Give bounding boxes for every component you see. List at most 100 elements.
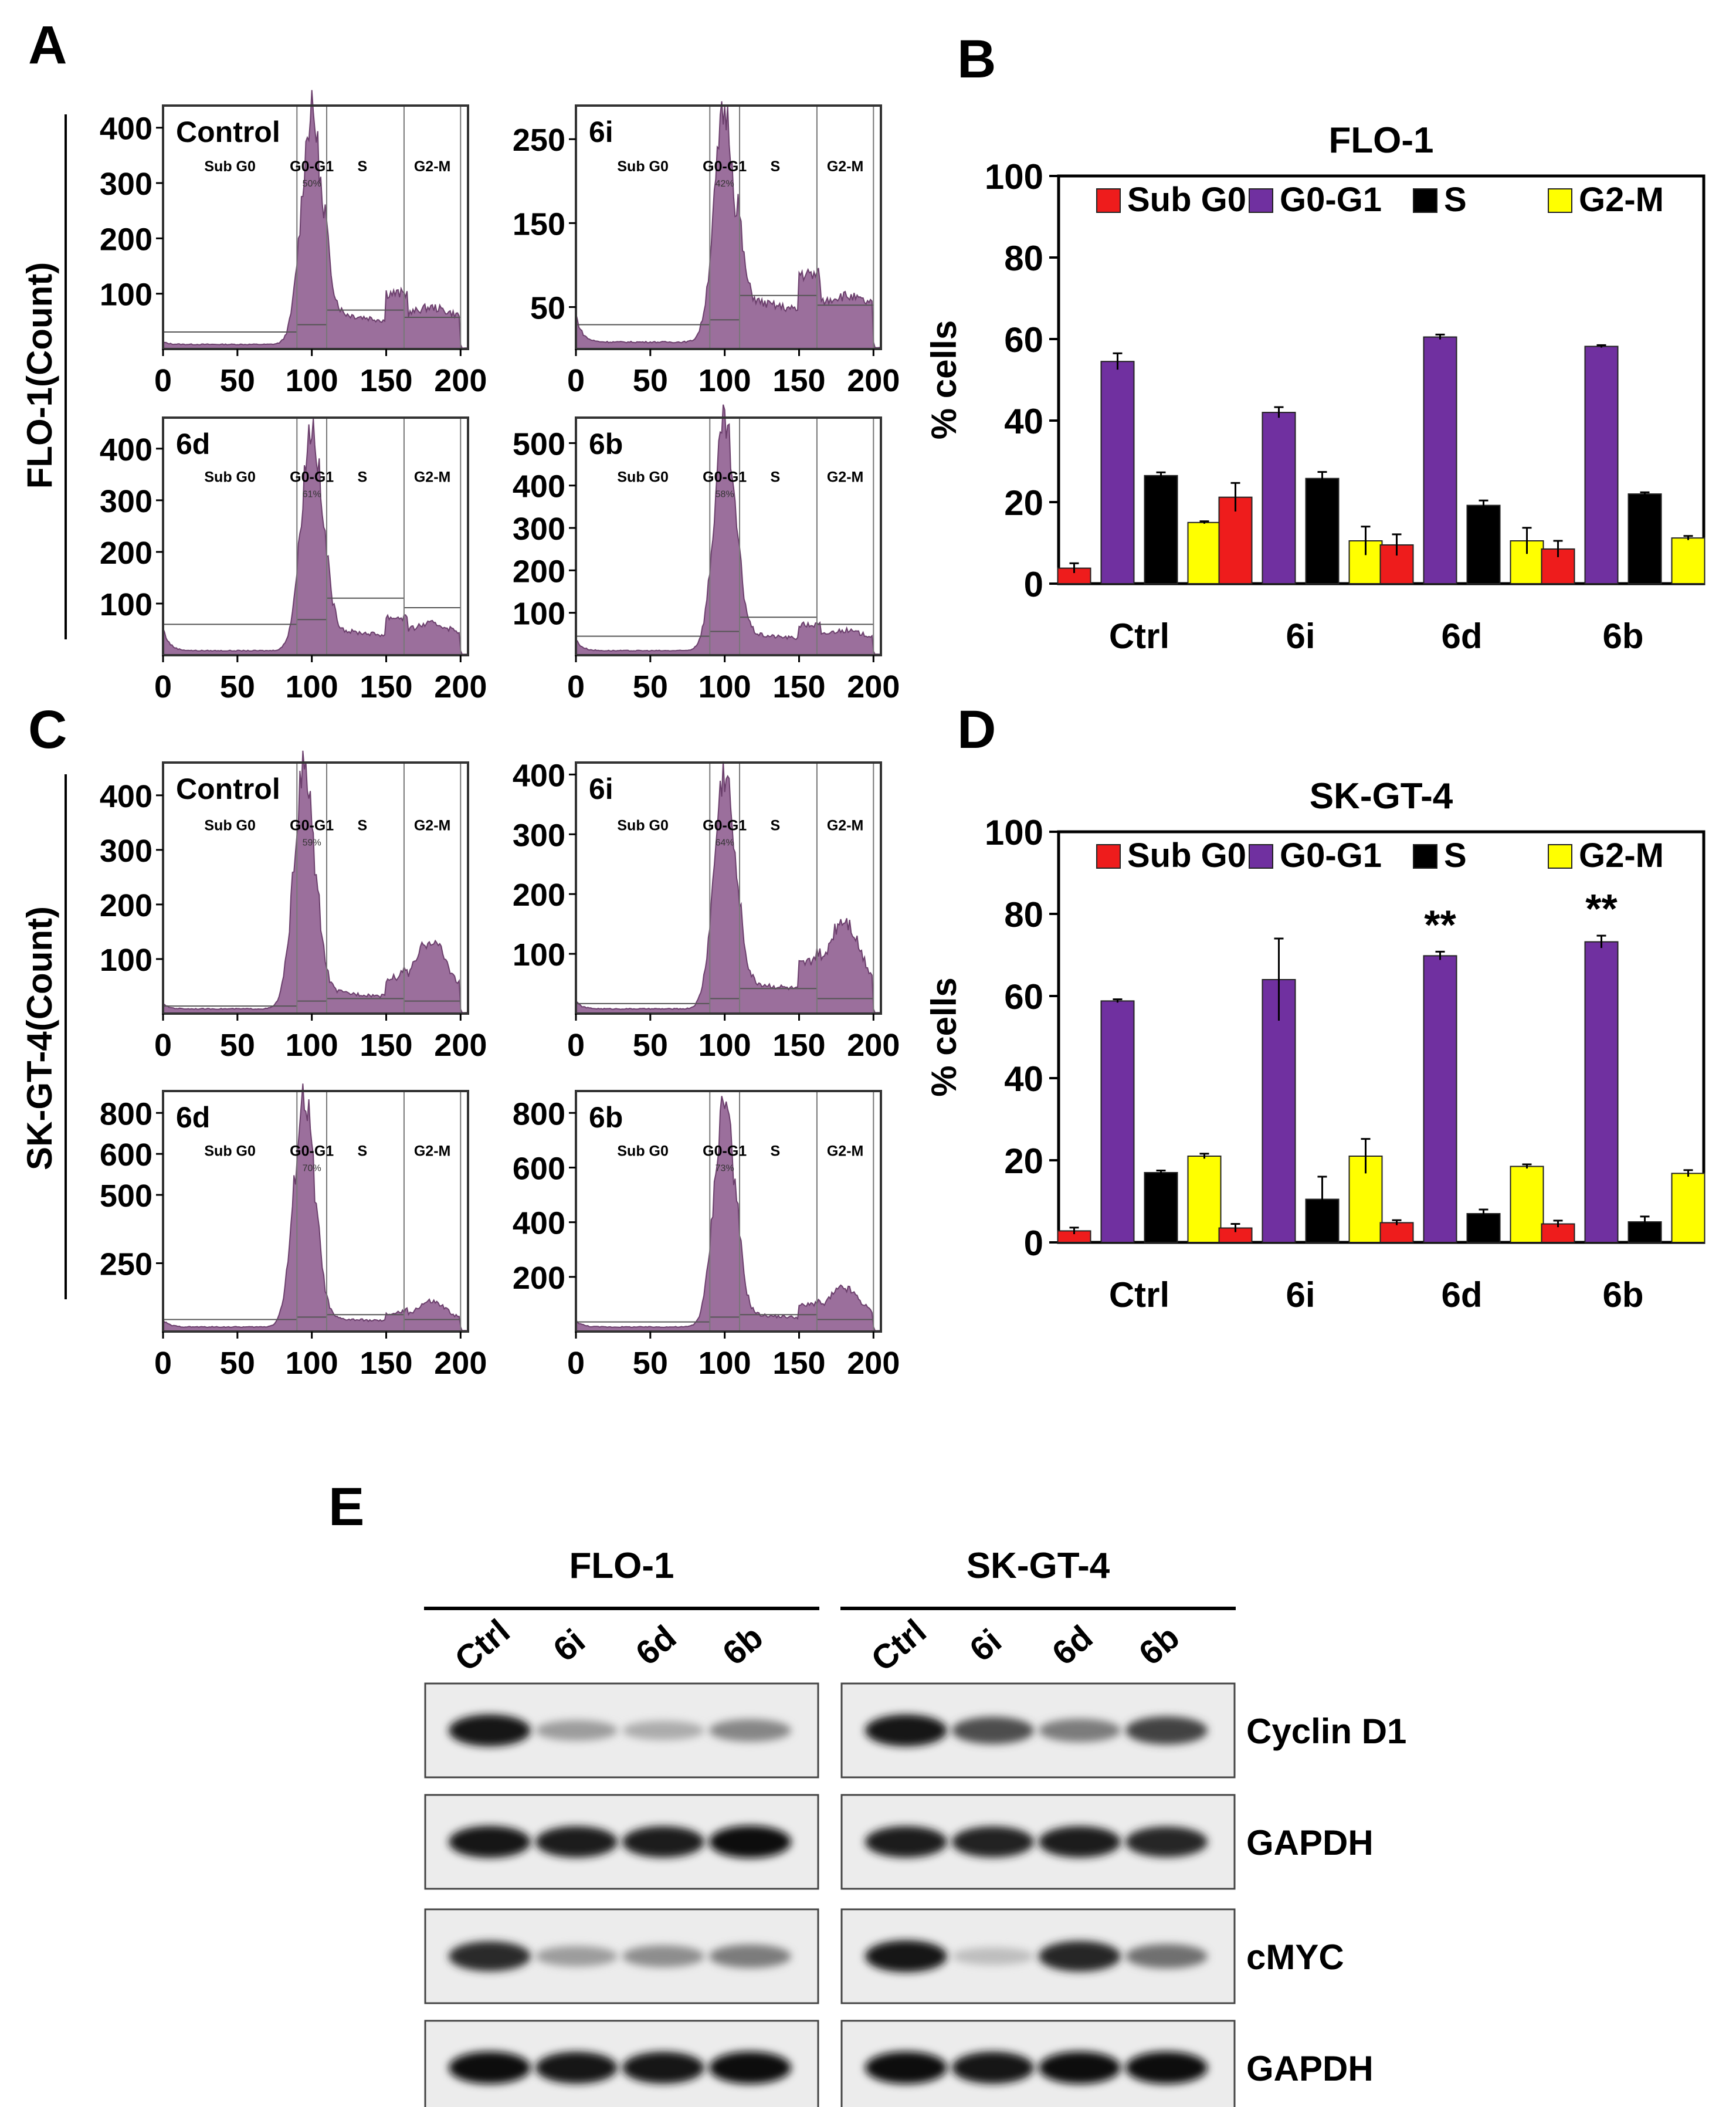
y-tick-label: 100 [985,813,1043,852]
gate-label: Sub G0 [204,818,256,834]
peak-marker-text: 70% [303,1164,321,1174]
legend-label: Sub G0 [1127,181,1246,219]
row-label-flo1: FLO-1(Count) [20,262,59,489]
gate-label: Sub G0 [617,158,669,175]
gate-label: S [358,1143,368,1160]
x-tick-label: 150 [360,669,412,704]
y-tick-label: 100 [513,937,565,973]
bar-chart: FLO-1 % cells 0 20 40 60 80 100 Ctrl 6i 6d 6b Sub G0… [924,120,1706,656]
y-tick-label: 100 [985,157,1043,197]
gate-label: G2-M [414,818,451,834]
histogram-area [162,750,469,1014]
bar [1187,1156,1222,1243]
histogram-panel: Sub G0 G0-G1 S G2-M 73% 6b 800 600 400 200 0 50 100 1… [513,1090,900,1381]
histogram-frame [162,104,469,350]
histogram-frame [575,1090,882,1333]
gate-label: Sub G0 [617,469,669,485]
peak-marker-text: 61% [303,489,321,499]
gate-label: G0-G1 [290,469,334,485]
protein-label: cMYC [1246,1937,1344,1977]
blot-band [535,1826,618,1858]
y-tick-label: 300 [100,834,152,869]
y-tick-label: 300 [100,167,152,202]
bar [1379,1222,1414,1243]
bar [1671,1173,1706,1244]
gate-label: Sub G0 [617,1143,669,1160]
gate-label: S [771,158,781,175]
legend-swatch [1413,844,1437,869]
x-tick-label: 50 [220,1346,255,1381]
x-tick-label: 100 [699,363,751,398]
y-tick-label: 300 [100,484,152,519]
histogram-title: Control [176,116,280,148]
histogram-area [575,404,881,656]
x-tick-label: 200 [434,669,487,704]
blot-band [952,1947,1034,1966]
significance-marker: ** [1424,902,1456,947]
y-tick-label: 800 [100,1096,152,1132]
y-tick-label: 100 [513,597,565,632]
histogram-area [575,761,881,1014]
x-category-label: 6i [1286,1275,1315,1315]
histogram-area [162,1083,469,1332]
blot-band [865,2051,947,2084]
lane-label: Ctrl [864,1612,933,1679]
gate-label: S [771,469,781,485]
legend-label: G2-M [1579,836,1664,875]
blot-band [865,1940,947,1973]
x-category-label: 6b [1602,1275,1643,1315]
y-tick-label: 60 [1004,320,1043,360]
histogram-title: 6d [176,428,210,460]
bar [1628,493,1662,584]
y-tick-label: 100 [100,587,152,622]
legend-swatch [1413,188,1437,213]
peak-marker-text: 73% [716,1164,734,1174]
y-tick-label: 200 [100,536,152,571]
gate-label: Sub G0 [204,158,256,175]
legend-swatch [1249,188,1273,213]
protein-label: GAPDH [1246,1823,1374,1862]
x-tick-label: 50 [633,669,668,704]
gate-label: S [358,818,368,834]
bar [1100,1000,1135,1244]
y-tick-label: 500 [100,1178,152,1214]
y-tick-label: 200 [513,1261,565,1296]
blot-band [1125,2051,1208,2084]
lane-label: 6b [1132,1618,1187,1672]
x-tick-label: 150 [772,1028,825,1063]
bar [1466,504,1501,584]
y-axis-label: % cells [924,977,964,1096]
x-category-label: 6i [1286,616,1315,656]
x-category-label: Ctrl [1109,1275,1169,1315]
y-tick-label: 400 [100,779,152,814]
x-tick-label: 200 [434,363,487,398]
bar [1510,1166,1544,1243]
peak-marker-text: 59% [303,838,321,848]
y-tick-label: 200 [513,554,565,589]
blot-band [709,1825,791,1858]
gate-label: Sub G0 [617,818,669,834]
legend-swatch [1249,844,1273,869]
x-tick-label: 50 [220,669,255,704]
blot-band [709,1945,791,1968]
x-tick-label: 0 [154,1346,172,1381]
x-tick-label: 0 [154,669,172,704]
x-tick-label: 150 [360,363,412,398]
histogram-area [162,90,469,350]
bar [1466,1213,1501,1243]
legend-label: S [1444,181,1467,219]
histogram-panel: Sub G0 G0-G1 S G2-M 64% 6i 400 300 200 100 0 50 100 1… [513,758,900,1063]
y-tick-label: 400 [513,469,565,504]
y-tick-label: 100 [100,277,152,313]
x-tick-label: 100 [699,1346,751,1381]
lane-label: Ctrl [447,1612,517,1679]
bar [1144,1172,1178,1243]
histogram-title: 6i [589,116,613,148]
gate-label: G2-M [827,158,864,175]
row-label-skgt4: SK-GT-4(Count) [20,906,59,1170]
histogram-title: 6b [589,428,623,460]
blot-band [865,1714,947,1747]
x-tick-label: 100 [699,669,751,704]
histogram-panel: Sub G0 G0-G1 S G2-M 58% 6b 500 400 300 200 100 0 50 1… [513,404,900,704]
gate-label: G2-M [414,1143,451,1160]
